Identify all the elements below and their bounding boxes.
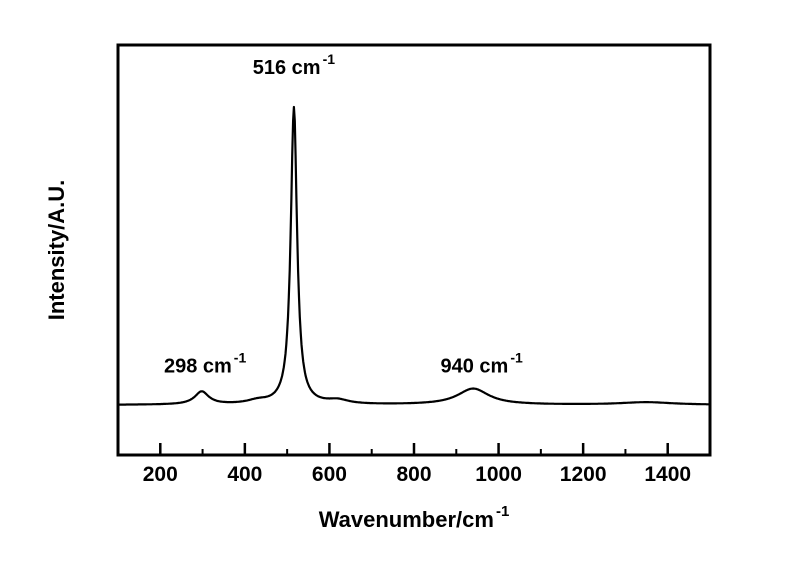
peak-annotation-text: 298 cm xyxy=(164,356,232,378)
peak-annotation: 940 cm -1 xyxy=(441,350,524,378)
peak-annotation: 298 cm -1 xyxy=(164,350,247,378)
peak-annotation-text: 516 cm xyxy=(253,57,321,79)
peak-annotation-superscript: -1 xyxy=(234,350,247,366)
peak-annotation: 516 cm -1 xyxy=(253,51,336,79)
x-tick-label: 1200 xyxy=(560,463,607,486)
spectrum-curve xyxy=(117,105,711,406)
peak-annotation-superscript: -1 xyxy=(510,350,523,366)
x-tick-label: 600 xyxy=(312,463,347,486)
x-tick-label: 200 xyxy=(143,463,178,486)
x-axis-title-superscript: -1 xyxy=(496,503,509,520)
x-tick-label: 1000 xyxy=(475,463,522,486)
y-axis-title: Intensity/A.U. xyxy=(44,180,69,321)
peak-annotation-text: 940 cm xyxy=(441,356,509,378)
x-tick-label: 800 xyxy=(396,463,431,486)
x-axis-title-text: Wavenumber/cm xyxy=(319,507,494,532)
x-tick-label: 1400 xyxy=(644,463,691,486)
x-axis-title: Wavenumber/cm -1 xyxy=(319,503,510,532)
peak-annotation-superscript: -1 xyxy=(323,51,336,67)
x-tick-label: 400 xyxy=(227,463,262,486)
